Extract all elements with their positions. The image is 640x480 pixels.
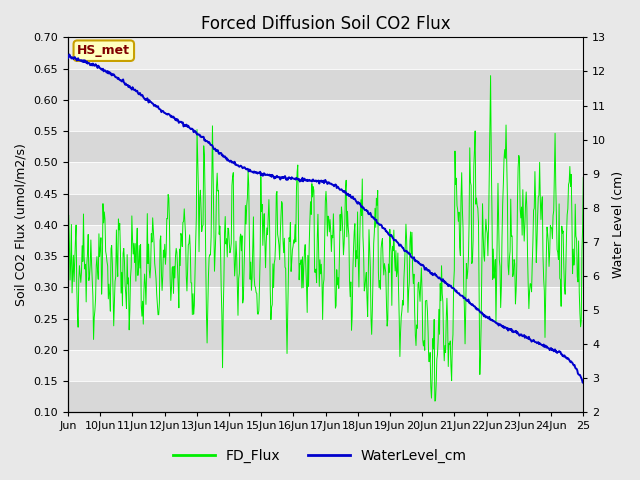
Bar [68, 381, 583, 412]
Bar [68, 37, 583, 69]
Bar [68, 131, 583, 162]
Legend: FD_Flux, WaterLevel_cm: FD_Flux, WaterLevel_cm [168, 443, 472, 468]
Bar [68, 225, 583, 256]
Bar [68, 69, 583, 100]
Y-axis label: Soil CO2 Flux (umol/m2/s): Soil CO2 Flux (umol/m2/s) [15, 144, 28, 306]
Bar [68, 162, 583, 193]
Bar [68, 256, 583, 288]
Text: HS_met: HS_met [77, 44, 131, 57]
Bar [68, 288, 583, 319]
Bar [68, 193, 583, 225]
Bar [68, 100, 583, 131]
Bar [68, 350, 583, 381]
Bar [68, 319, 583, 350]
Title: Forced Diffusion Soil CO2 Flux: Forced Diffusion Soil CO2 Flux [201, 15, 451, 33]
Y-axis label: Water Level (cm): Water Level (cm) [612, 171, 625, 278]
